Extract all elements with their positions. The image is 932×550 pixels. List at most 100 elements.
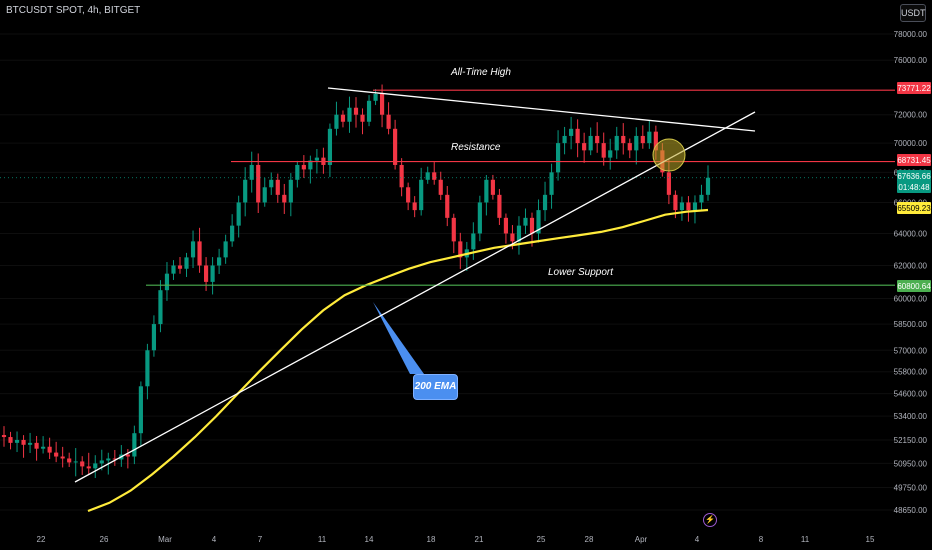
candle-up bbox=[236, 195, 241, 238]
candle-body bbox=[588, 135, 593, 151]
candle-up bbox=[549, 163, 554, 209]
candle-down bbox=[47, 437, 52, 460]
candle-up bbox=[158, 280, 163, 333]
candle-down bbox=[529, 212, 535, 247]
lightning-icon[interactable]: ⚡ bbox=[703, 513, 717, 527]
candle-body bbox=[699, 194, 704, 203]
x-tick-label: Apr bbox=[635, 535, 648, 544]
candle-up bbox=[699, 184, 704, 211]
candle-body bbox=[601, 143, 606, 158]
candle-down bbox=[386, 102, 391, 135]
candle-body bbox=[1, 435, 7, 438]
candle-body bbox=[190, 241, 196, 258]
candle-body bbox=[99, 460, 104, 464]
candle-body bbox=[523, 217, 528, 226]
candle-body bbox=[112, 458, 117, 460]
price-tag-label: 73771.22 bbox=[897, 84, 931, 93]
candle-down bbox=[86, 452, 91, 475]
y-tick-label: 58500.00 bbox=[894, 320, 928, 329]
lower-support-label: Lower Support bbox=[548, 267, 614, 278]
candle-body bbox=[425, 172, 430, 180]
candle-up bbox=[523, 208, 528, 234]
candle-body bbox=[653, 131, 658, 151]
candle-body bbox=[158, 290, 163, 325]
candle-up bbox=[243, 167, 248, 217]
candle-body bbox=[366, 100, 372, 122]
candle-body bbox=[393, 128, 398, 165]
candle-body bbox=[243, 179, 248, 203]
candle-body bbox=[132, 433, 137, 457]
candle-up bbox=[542, 181, 548, 222]
candle-down bbox=[432, 162, 437, 185]
x-tick-label: 11 bbox=[318, 535, 327, 544]
candle-down bbox=[112, 449, 117, 466]
candle-up bbox=[608, 138, 613, 170]
candle-body bbox=[164, 273, 170, 291]
candle-up bbox=[647, 120, 652, 149]
candle-body bbox=[60, 456, 65, 459]
candle-body bbox=[314, 157, 319, 161]
candle-body bbox=[353, 107, 359, 115]
candle-up bbox=[588, 127, 593, 156]
candle-body bbox=[93, 463, 98, 469]
y-tick-label: 54600.00 bbox=[894, 390, 928, 399]
candle-up bbox=[14, 431, 20, 453]
candle-up bbox=[73, 448, 78, 477]
candle-up bbox=[93, 455, 98, 479]
candle-up bbox=[295, 160, 300, 188]
candle-up bbox=[634, 127, 639, 165]
candle-body bbox=[54, 452, 59, 457]
candle-down bbox=[54, 441, 59, 463]
candle-body bbox=[106, 458, 111, 461]
y-tick-label: 55800.00 bbox=[894, 368, 928, 377]
x-tick-label: 28 bbox=[585, 535, 594, 544]
candle-up bbox=[41, 436, 46, 454]
candle-down bbox=[177, 256, 183, 274]
y-tick-label: 72000.00 bbox=[894, 111, 928, 120]
candle-down bbox=[438, 171, 443, 200]
candle-body bbox=[14, 439, 20, 443]
y-tick-label: 53400.00 bbox=[894, 412, 928, 421]
x-tick-label: 26 bbox=[100, 535, 109, 544]
candle-body bbox=[614, 135, 619, 151]
x-tick-label: 22 bbox=[37, 535, 46, 544]
price-tag-label: 65509.23 bbox=[897, 204, 931, 213]
candle-body bbox=[542, 194, 548, 211]
candle-up bbox=[184, 252, 189, 277]
candle-body bbox=[692, 202, 698, 211]
candle-body bbox=[27, 442, 33, 445]
price-tag: 65509.23 bbox=[897, 202, 931, 214]
candle-body bbox=[471, 233, 476, 250]
candle-up bbox=[145, 343, 150, 400]
candle-body bbox=[458, 241, 463, 258]
price-tag: 67636.66 bbox=[897, 170, 931, 182]
candle-body bbox=[203, 265, 209, 282]
x-tick-label: 25 bbox=[537, 535, 546, 544]
candle-down bbox=[60, 446, 65, 468]
candle-up bbox=[562, 126, 567, 155]
candle-down bbox=[582, 132, 587, 163]
candle-down bbox=[125, 448, 130, 469]
price-tag: 73771.22 bbox=[897, 82, 931, 94]
x-tick-label: 8 bbox=[759, 535, 764, 544]
candle-body bbox=[295, 164, 300, 180]
candle-body bbox=[536, 210, 541, 234]
candle-down bbox=[621, 123, 626, 155]
candle-body bbox=[399, 164, 404, 188]
candle-down bbox=[445, 186, 450, 227]
candle-up bbox=[269, 172, 274, 195]
y-tick-label: 78000.00 bbox=[894, 30, 928, 39]
candle-down bbox=[203, 257, 209, 291]
candle-body bbox=[171, 265, 176, 274]
candle-down bbox=[301, 155, 306, 178]
candle-body bbox=[634, 135, 639, 151]
candle-up bbox=[347, 96, 352, 133]
currency-button[interactable]: USDT bbox=[900, 4, 926, 22]
candle-body bbox=[673, 194, 678, 211]
candle-body bbox=[647, 131, 652, 144]
y-tick-label: 62000.00 bbox=[894, 261, 928, 270]
candle-body bbox=[445, 194, 450, 218]
price-tag-label: 68731.45 bbox=[897, 156, 931, 165]
candle-body bbox=[262, 187, 267, 203]
candle-body bbox=[327, 128, 333, 165]
